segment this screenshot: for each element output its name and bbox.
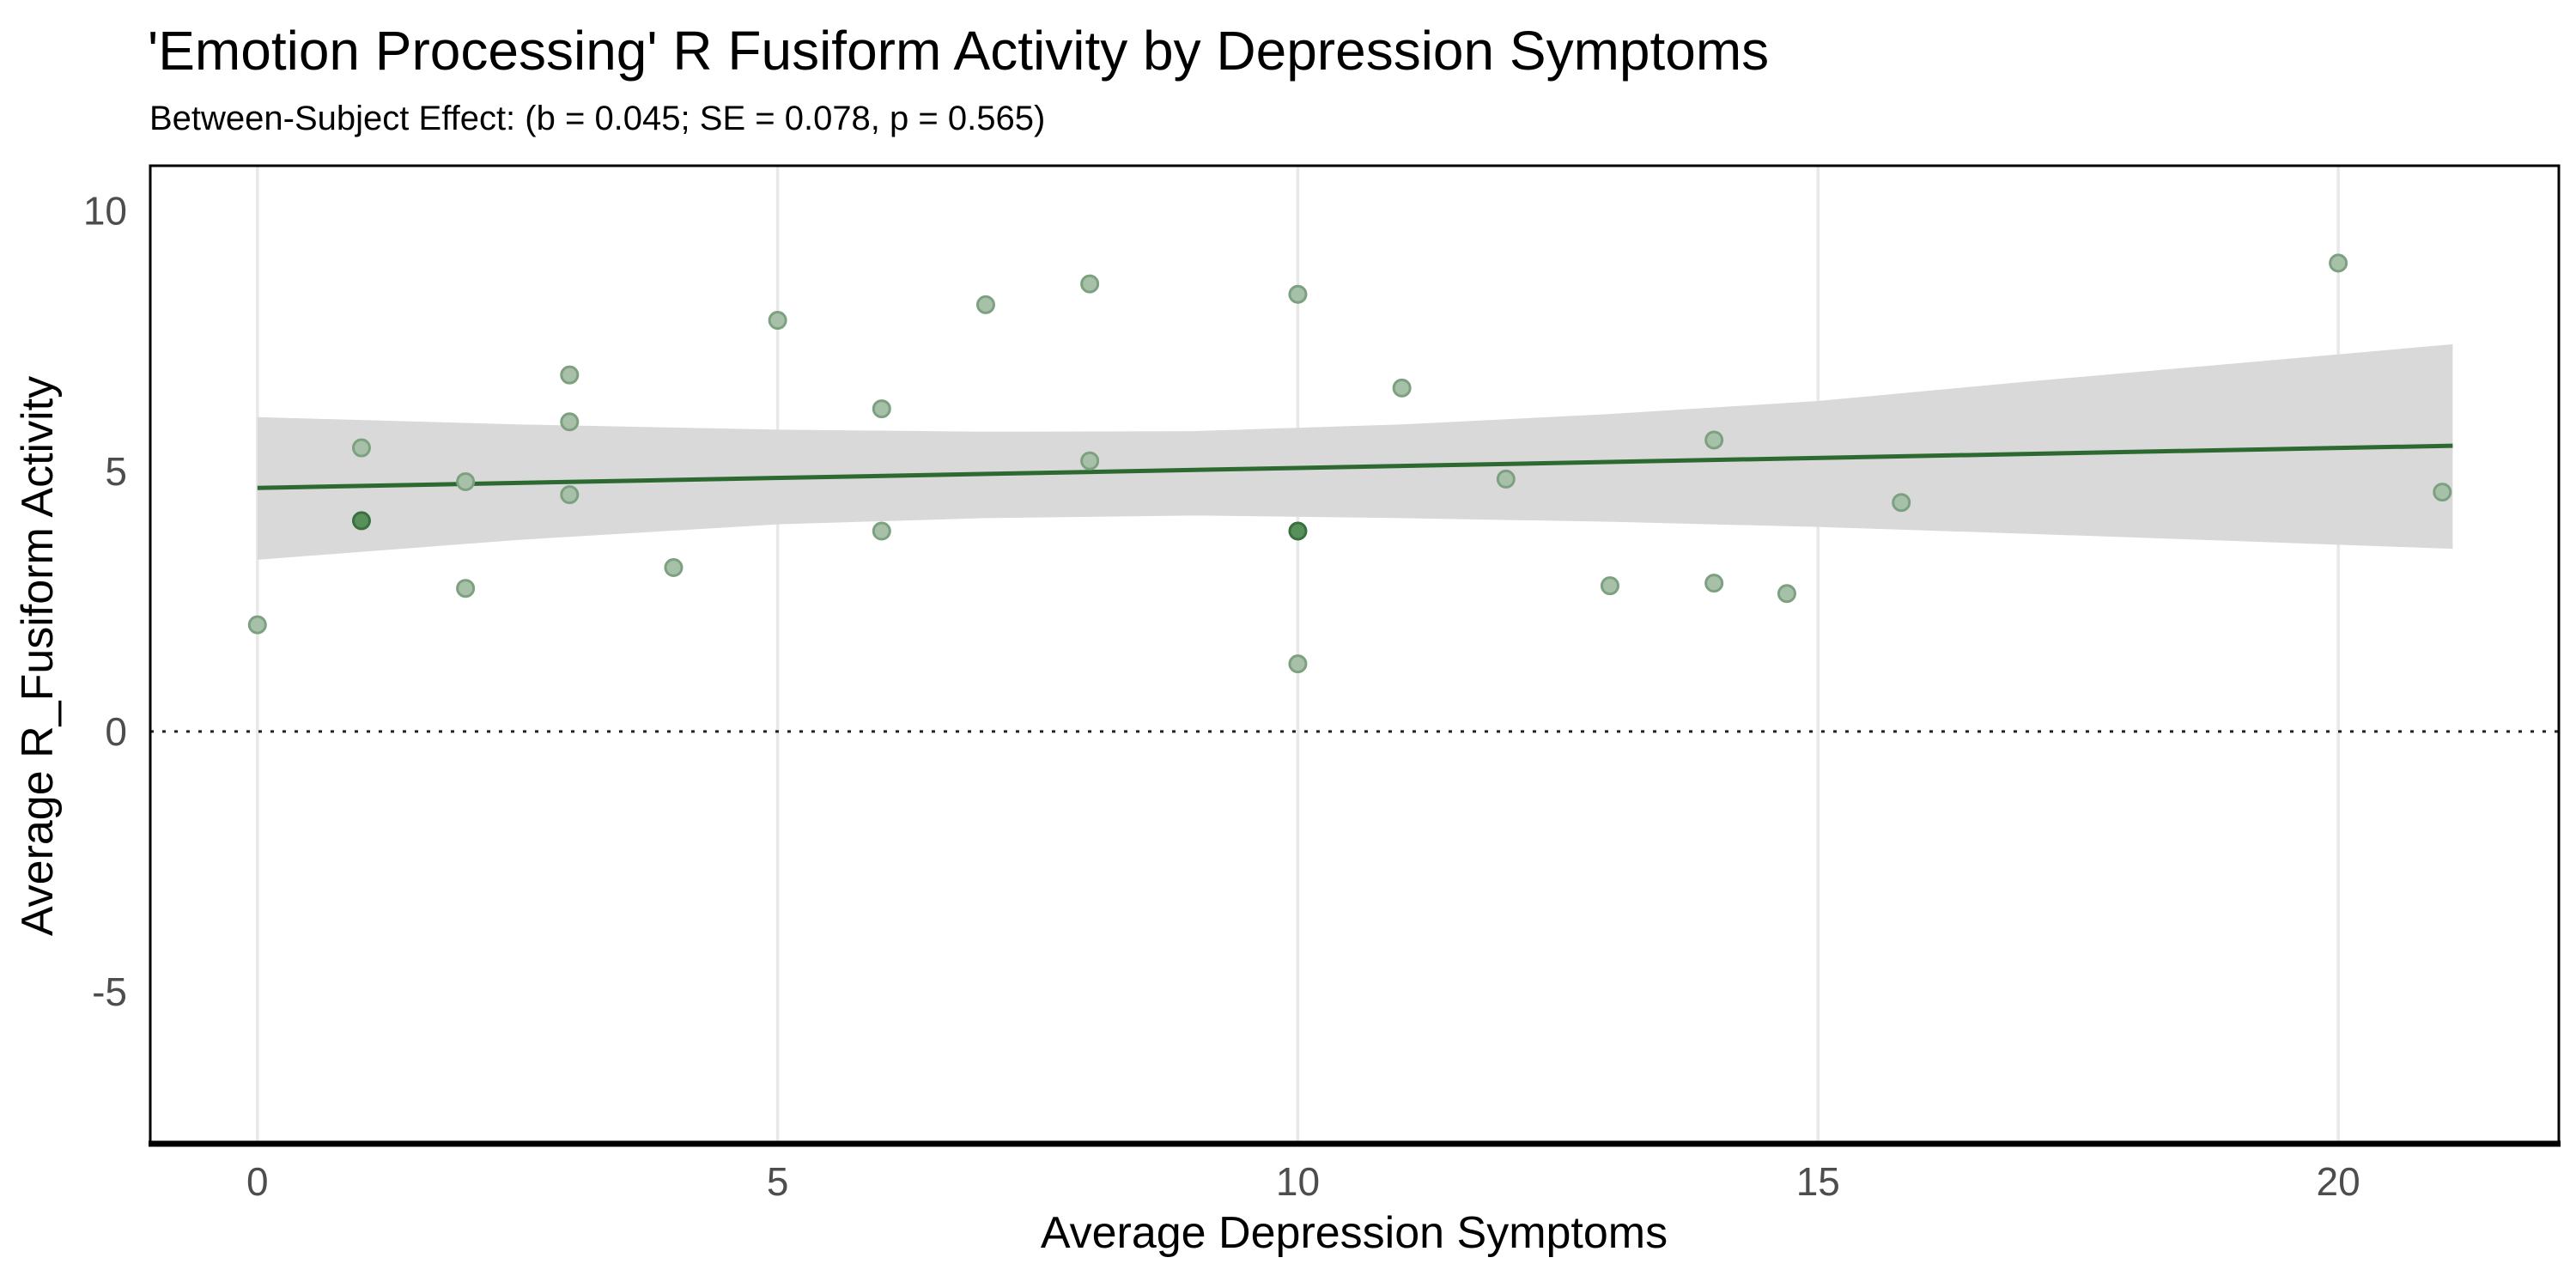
- data-point: [1080, 451, 1100, 471]
- y-tick-label: 0: [105, 709, 127, 754]
- data-point: [351, 438, 371, 458]
- data-point: [1704, 430, 1724, 450]
- data-point: [560, 365, 580, 385]
- data-point: [456, 579, 476, 598]
- data-point: [1392, 378, 1412, 398]
- chart-title: 'Emotion Processing' R Fusiform Activity…: [148, 20, 1770, 82]
- regression-line: [257, 443, 2453, 490]
- x-tick-label: 15: [1796, 1159, 1840, 1204]
- data-point: [1600, 576, 1619, 596]
- x-tick-label: 5: [767, 1159, 789, 1204]
- data-point: [560, 412, 580, 432]
- chart-subtitle: Between-Subject Effect: (b = 0.045; SE =…: [149, 100, 1046, 137]
- data-point: [768, 311, 787, 331]
- data-point: [1892, 493, 1911, 513]
- data-point: [351, 511, 371, 531]
- data-point: [1288, 284, 1308, 304]
- x-tick-label: 20: [2317, 1159, 2360, 1204]
- x-tick-label: 10: [1276, 1159, 1320, 1204]
- y-tick-label: 5: [105, 449, 127, 494]
- x-axis-title: Average Depression Symptoms: [1040, 1208, 1668, 1258]
- y-tick-label: -5: [92, 969, 127, 1014]
- data-point: [1704, 574, 1724, 593]
- data-point: [872, 521, 891, 541]
- data-point: [2329, 253, 2348, 273]
- data-point: [664, 557, 683, 577]
- y-tick-label: 10: [83, 189, 127, 234]
- x-tick-label: 0: [246, 1159, 269, 1204]
- data-point: [2433, 483, 2452, 502]
- y-axis-title: Average R_Fusiform Activity: [13, 375, 63, 937]
- data-point: [1496, 469, 1516, 489]
- data-point: [872, 399, 891, 419]
- data-point: [247, 615, 267, 635]
- data-point: [560, 485, 580, 505]
- data-point: [456, 471, 476, 491]
- data-point: [975, 295, 995, 314]
- data-point: [1288, 521, 1308, 541]
- panel-border: [149, 164, 2561, 1145]
- data-point: [1777, 584, 1796, 604]
- data-point: [1288, 654, 1308, 674]
- data-point: [1080, 274, 1100, 294]
